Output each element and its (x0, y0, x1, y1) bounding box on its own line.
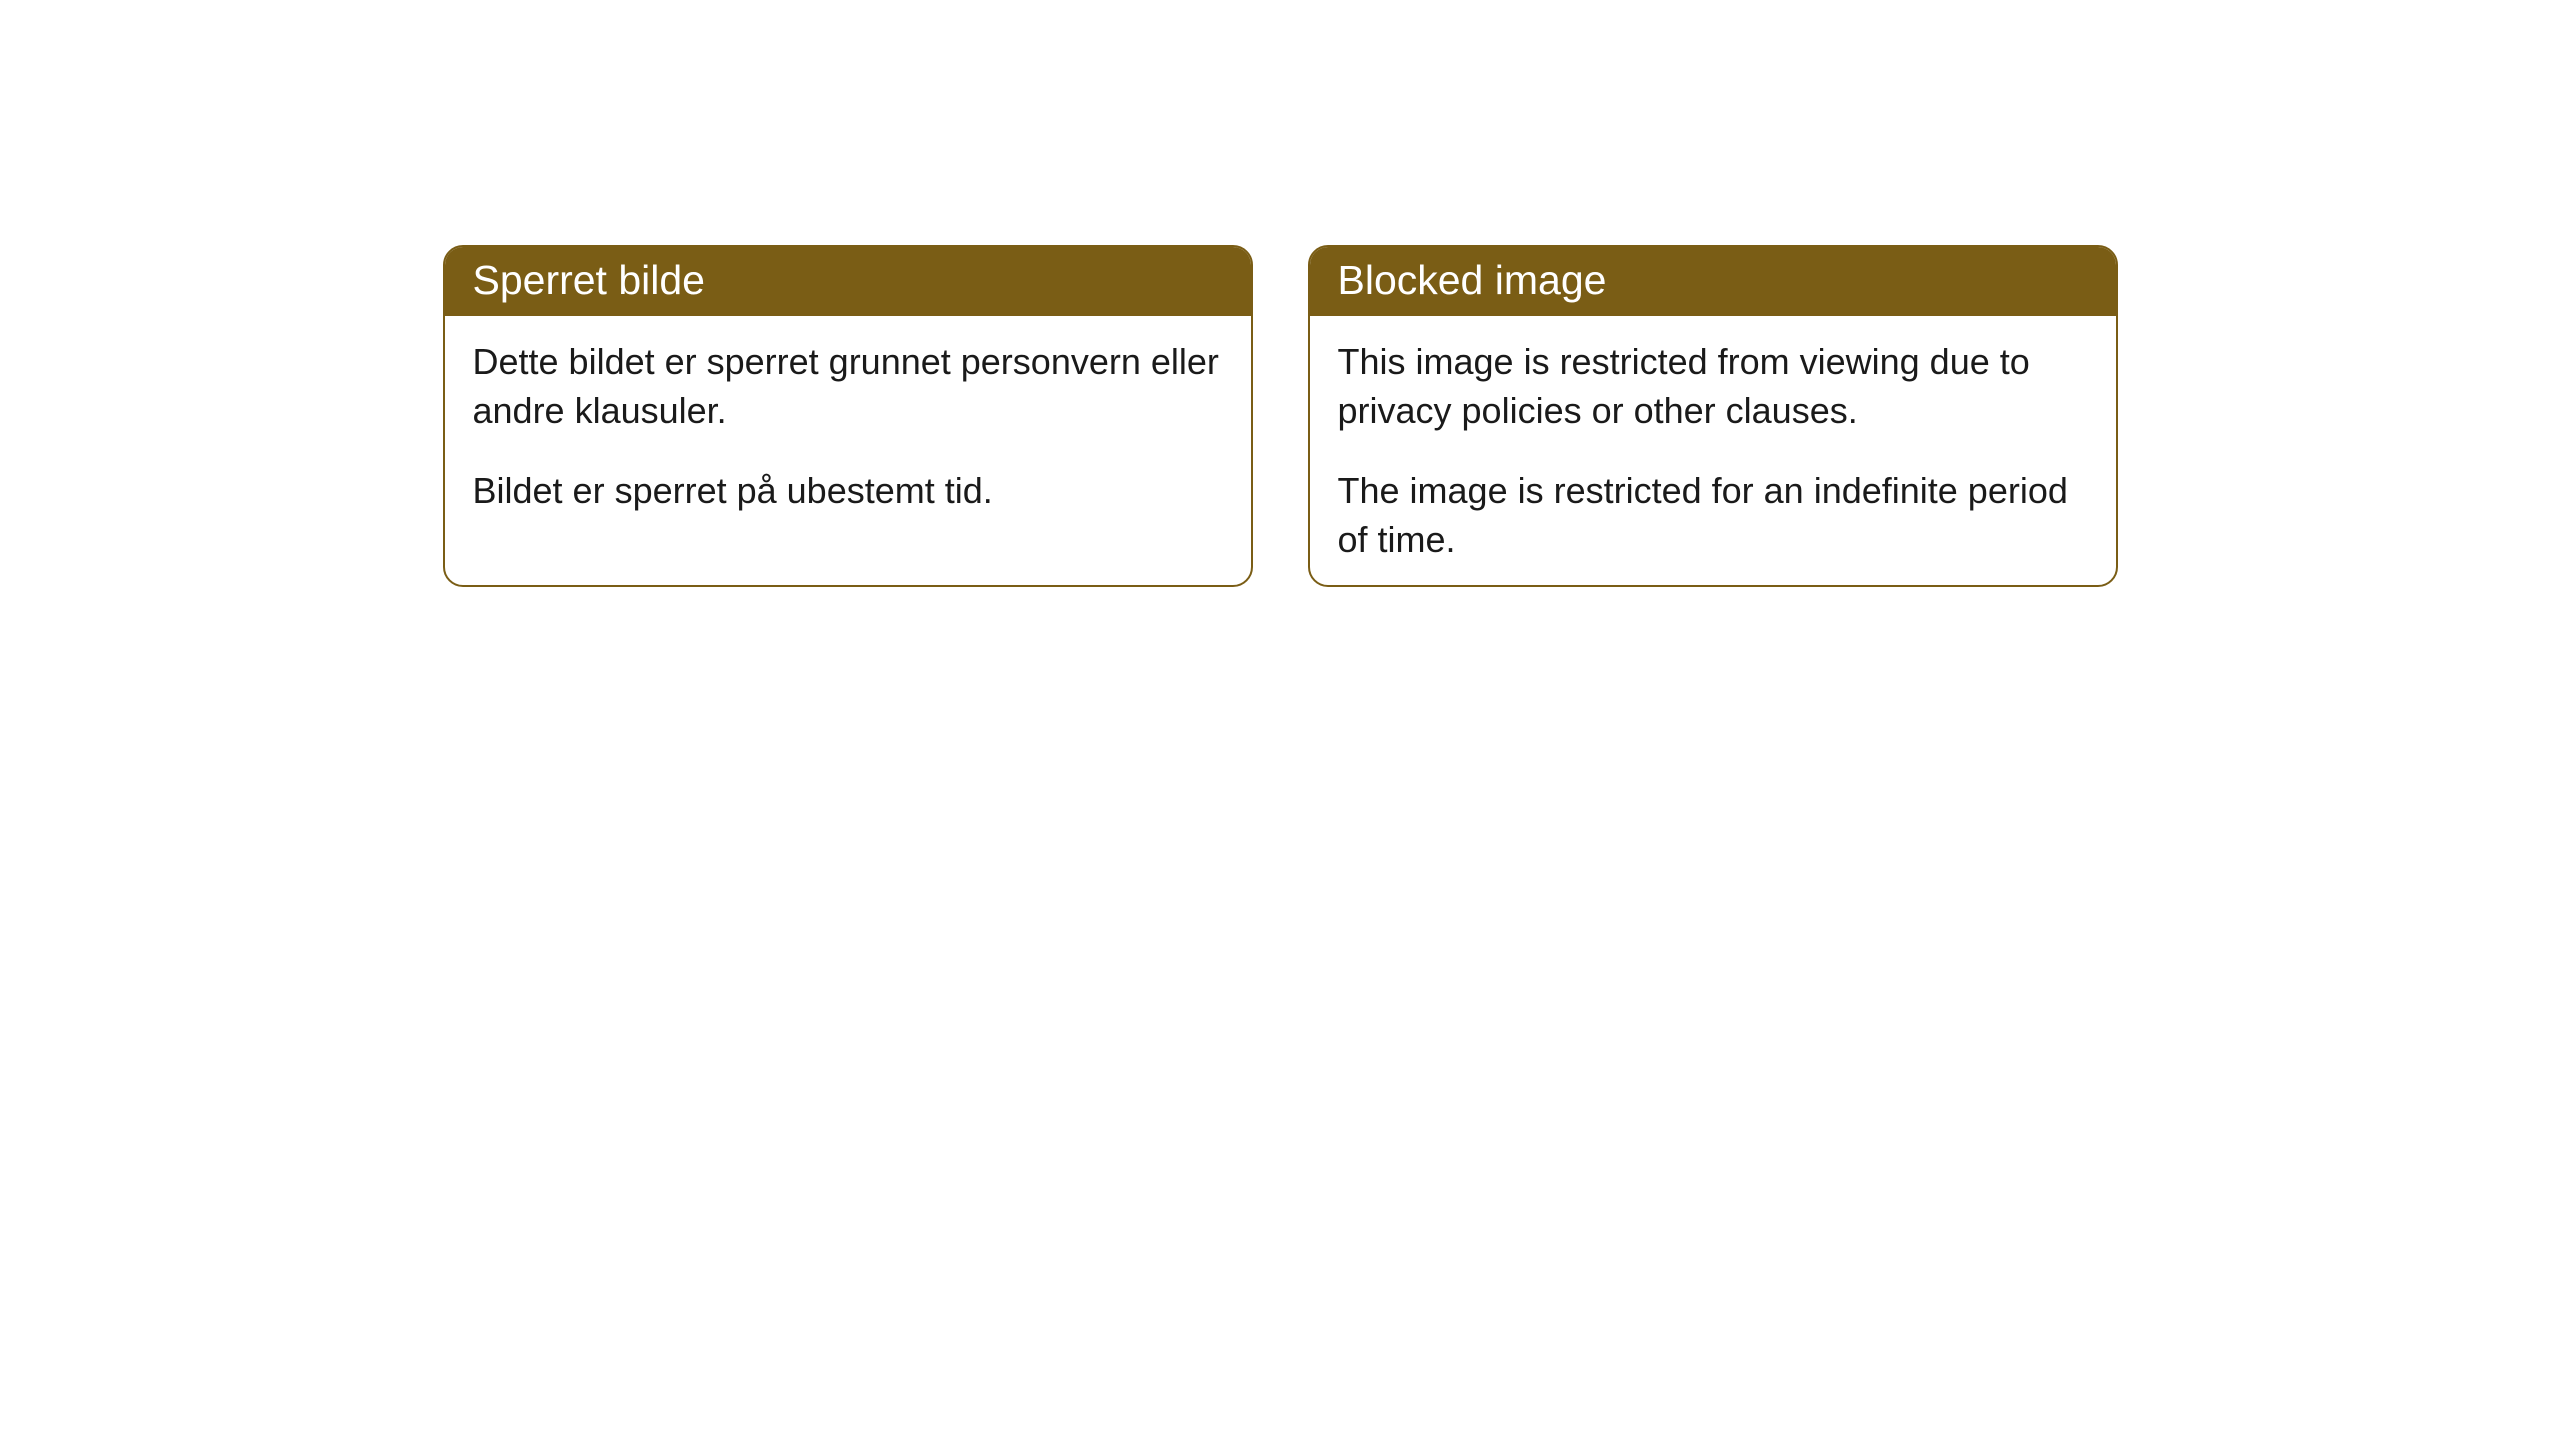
notice-title-norwegian: Sperret bilde (473, 257, 705, 303)
notice-body-norwegian: Dette bildet er sperret grunnet personve… (445, 316, 1251, 538)
notice-header-english: Blocked image (1310, 247, 2116, 316)
notice-card-norwegian: Sperret bilde Dette bildet er sperret gr… (443, 245, 1253, 587)
notice-paragraph: Dette bildet er sperret grunnet personve… (473, 338, 1223, 435)
notice-title-english: Blocked image (1338, 257, 1607, 303)
notice-paragraph: The image is restricted for an indefinit… (1338, 467, 2088, 564)
notice-card-english: Blocked image This image is restricted f… (1308, 245, 2118, 587)
notice-body-english: This image is restricted from viewing du… (1310, 316, 2116, 586)
notice-paragraph: This image is restricted from viewing du… (1338, 338, 2088, 435)
notice-container: Sperret bilde Dette bildet er sperret gr… (443, 245, 2118, 1440)
notice-paragraph: Bildet er sperret på ubestemt tid. (473, 467, 1223, 516)
notice-header-norwegian: Sperret bilde (445, 247, 1251, 316)
